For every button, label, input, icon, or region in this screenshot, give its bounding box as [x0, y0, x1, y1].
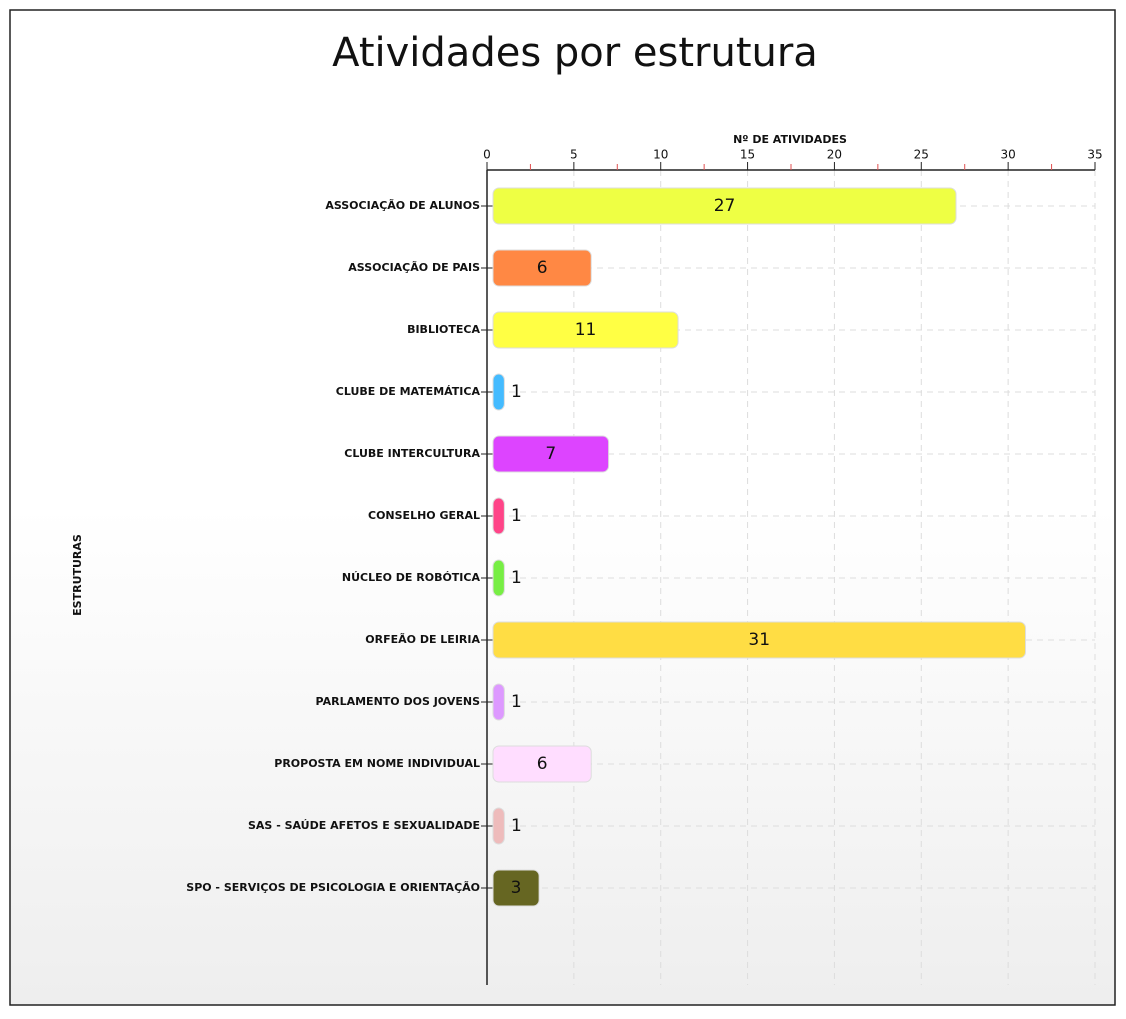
value-label: 11 [575, 320, 597, 340]
value-label: 7 [545, 444, 556, 464]
value-label: 1 [511, 568, 522, 588]
value-label: 31 [748, 630, 770, 650]
value-label: 27 [714, 196, 736, 216]
y-axis-label: ESTRUTURAS [71, 534, 84, 616]
bar [492, 373, 505, 411]
frame [9, 9, 1116, 1006]
x-tick-label: 5 [570, 148, 578, 162]
bar [492, 311, 679, 349]
bar [492, 683, 505, 721]
bar [492, 745, 592, 783]
value-label: 6 [537, 258, 548, 278]
y-tick-label: ASSOCIAÇÃO DE ALUNOS [325, 199, 480, 212]
y-tick-label: CLUBE INTERCULTURA [344, 447, 480, 460]
y-tick-label: CLUBE DE MATEMÁTICA [336, 385, 481, 398]
bar [492, 187, 957, 225]
x-axis-label: Nº DE ATIVIDADES [733, 133, 847, 146]
x-tick-label: 25 [914, 148, 929, 162]
y-tick-label: SAS - SAÚDE AFETOS E SEXUALIDADE [248, 819, 480, 832]
x-tick-label: 35 [1087, 148, 1102, 162]
value-label: 1 [511, 506, 522, 526]
y-tick-label: PARLAMENTO DOS JOVENS [316, 695, 481, 708]
value-label: 1 [511, 692, 522, 712]
y-tick-label: ORFEÃO DE LEIRIA [365, 633, 480, 646]
x-tick-label: 20 [827, 148, 842, 162]
x-tick-label: 10 [653, 148, 668, 162]
bar [492, 807, 505, 845]
bar [492, 559, 505, 597]
x-tick-label: 0 [483, 148, 491, 162]
x-tick-label: 30 [1001, 148, 1016, 162]
x-tick-label: 15 [740, 148, 755, 162]
value-label: 3 [511, 878, 522, 898]
bar [492, 249, 592, 287]
chart-title: Atividades por estrutura [332, 30, 818, 76]
y-tick-label: CONSELHO GERAL [368, 509, 480, 522]
bar [492, 497, 505, 535]
value-label: 6 [537, 754, 548, 774]
value-label: 1 [511, 816, 522, 836]
bar [492, 869, 540, 907]
y-tick-label: PROPOSTA EM NOME INDIVIDUAL [274, 757, 480, 770]
bar [492, 621, 1027, 659]
y-tick-label: NÚCLEO DE ROBÓTICA [342, 571, 481, 584]
y-tick-label: ASSOCIAÇÃO DE PAIS [348, 261, 480, 274]
y-tick-label: BIBLIOTECA [407, 323, 480, 336]
value-label: 1 [511, 382, 522, 402]
y-tick-label: SPO - SERVIÇOS DE PSICOLOGIA E ORIENTAÇÃ… [186, 881, 480, 894]
bar [492, 435, 610, 473]
